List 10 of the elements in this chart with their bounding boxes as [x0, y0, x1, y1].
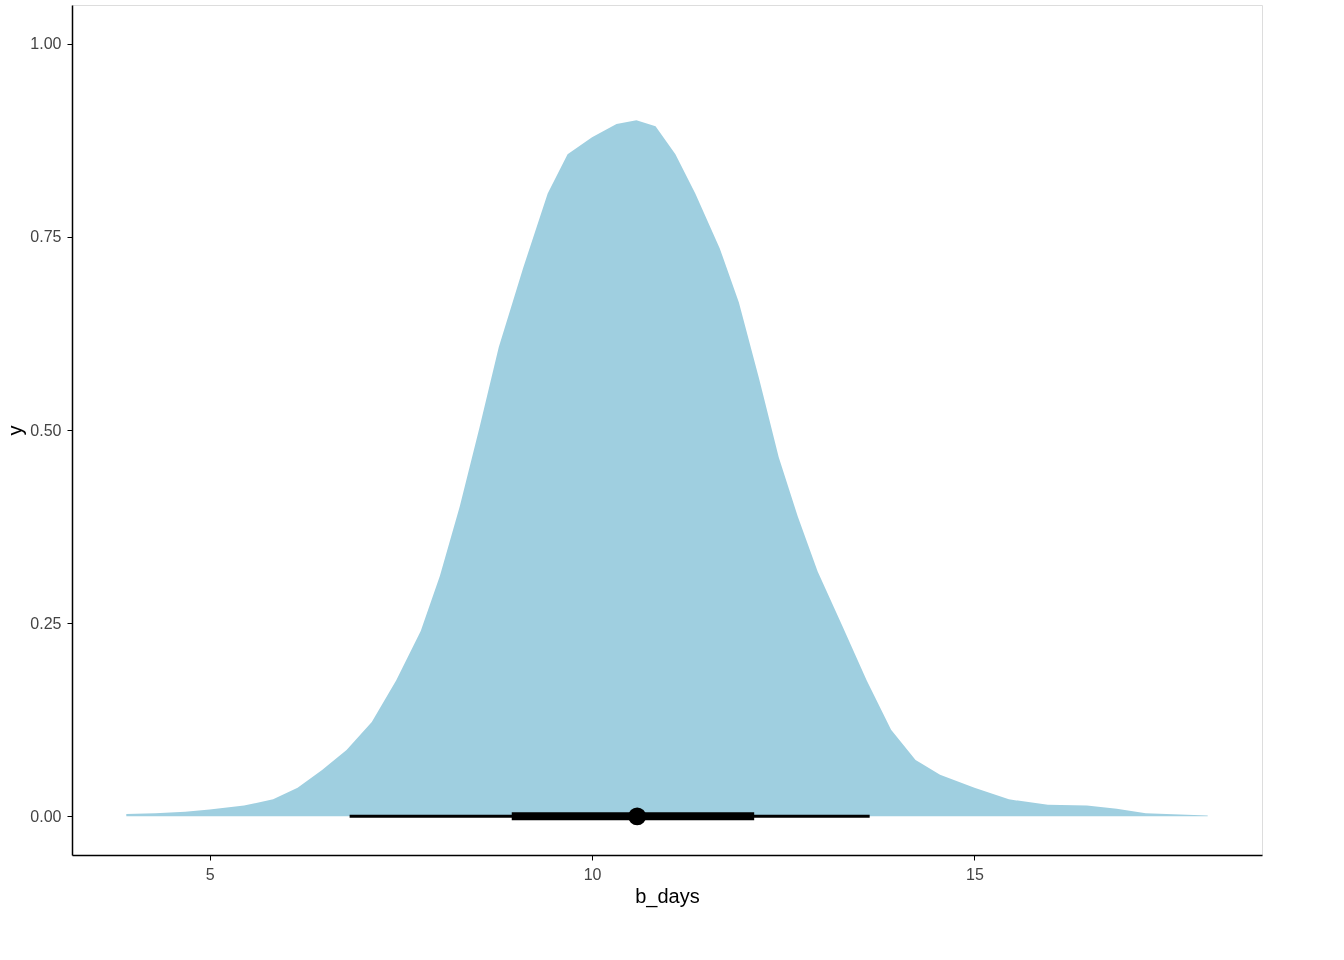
x-tick-label: 10 — [583, 865, 602, 883]
x-tick-label: 15 — [966, 865, 984, 883]
y-tick-label: 0.00 — [30, 807, 62, 825]
y-tick-label: 0.50 — [30, 421, 62, 439]
x-axis-title: b_days — [635, 884, 700, 908]
x-tick-label: 5 — [205, 865, 215, 883]
y-axis-title: y — [4, 425, 27, 436]
y-tick-label: 0.75 — [30, 228, 62, 246]
y-tick-label: 1.00 — [30, 35, 62, 53]
y-tick-label: 0.25 — [30, 614, 62, 632]
